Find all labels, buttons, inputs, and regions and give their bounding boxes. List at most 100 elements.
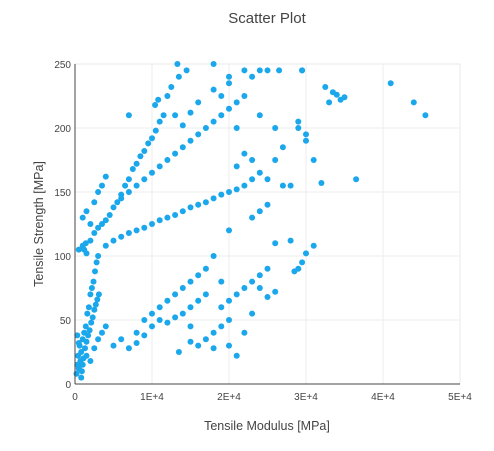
data-point [226, 227, 232, 234]
x-tick-label: 2E+4 [217, 392, 241, 403]
data-point [210, 253, 217, 259]
x-axis-title: Tensile Modulus [MPa] [204, 419, 330, 433]
data-point [183, 67, 190, 74]
data-point [102, 323, 109, 330]
data-point [264, 67, 271, 74]
data-point [218, 93, 225, 99]
data-point [195, 297, 202, 304]
data-point [141, 176, 148, 183]
data-point [164, 319, 171, 326]
grid-lines [75, 63, 461, 384]
data-point [179, 122, 186, 129]
data-point [187, 204, 194, 211]
data-point [218, 278, 225, 285]
data-point [233, 291, 240, 298]
data-point [125, 345, 132, 352]
data-point [99, 221, 105, 227]
data-point [233, 186, 240, 193]
data-point [78, 349, 85, 355]
data-point [233, 352, 240, 359]
data-point [122, 182, 129, 189]
data-point [195, 99, 202, 106]
data-point [256, 208, 263, 215]
data-point [291, 268, 298, 275]
data-point [241, 329, 248, 336]
y-tick-label: 150 [54, 188, 71, 199]
data-point [210, 195, 217, 202]
data-point [337, 96, 344, 103]
data-point [272, 240, 279, 247]
data-point [156, 304, 163, 311]
data-point [299, 259, 306, 266]
data-point [249, 310, 256, 317]
data-point [110, 237, 117, 244]
data-point [133, 340, 140, 346]
plot-area [74, 63, 461, 385]
data-point [303, 250, 309, 257]
data-point [233, 125, 240, 131]
data-point [95, 336, 102, 343]
data-point [226, 317, 232, 323]
data-point [202, 199, 209, 206]
data-point [156, 118, 163, 125]
data-point [264, 201, 271, 208]
data-point [210, 86, 217, 93]
data-point [410, 99, 417, 106]
data-point [295, 118, 302, 125]
data-point [156, 163, 163, 170]
data-point [172, 112, 179, 119]
data-point [256, 272, 263, 279]
data-point [106, 212, 113, 218]
data-point [195, 131, 202, 138]
x-tick-label: 3E+4 [294, 392, 318, 403]
data-point [353, 176, 360, 183]
data-point [249, 214, 256, 221]
data-point [241, 67, 248, 74]
data-point [149, 135, 155, 142]
data-point [152, 127, 159, 134]
data-point [187, 304, 194, 311]
data-point [125, 176, 132, 183]
data-point [88, 319, 95, 326]
y-tick-label: 200 [54, 124, 71, 135]
data-point [226, 80, 232, 87]
data-point [149, 221, 155, 227]
data-point [195, 201, 202, 208]
data-point [172, 212, 179, 218]
data-point [83, 250, 90, 257]
data-point [387, 80, 394, 87]
data-point [118, 195, 125, 202]
data-point [133, 227, 140, 234]
data-point [279, 144, 286, 151]
data-point [125, 230, 132, 236]
data-point [310, 157, 317, 163]
data-point [202, 125, 209, 131]
data-point [93, 259, 100, 266]
data-point [164, 157, 171, 163]
data-point [299, 67, 306, 74]
data-point [152, 102, 159, 108]
data-point [241, 93, 248, 99]
data-point [256, 169, 263, 176]
x-tick-label: 1E+4 [140, 392, 164, 403]
data-point [218, 323, 225, 330]
x-axis-ticks: 0 1E+4 2E+4 3E+4 4E+4 5E+4 [72, 392, 472, 403]
data-point [91, 230, 98, 236]
data-point [141, 148, 148, 154]
data-point [84, 310, 91, 317]
data-point [179, 310, 186, 317]
data-point [172, 291, 179, 298]
data-point [326, 99, 333, 106]
x-tick-label: 4E+4 [371, 392, 395, 403]
data-point [272, 125, 279, 131]
data-point [318, 180, 325, 186]
data-point [83, 352, 90, 359]
y-tick-label: 250 [54, 60, 71, 71]
data-point [168, 84, 175, 90]
data-point [210, 329, 217, 336]
y-tick-label: 50 [60, 316, 72, 327]
x-tick-label: 0 [72, 392, 78, 403]
data-point [86, 327, 93, 334]
data-point [249, 278, 256, 285]
